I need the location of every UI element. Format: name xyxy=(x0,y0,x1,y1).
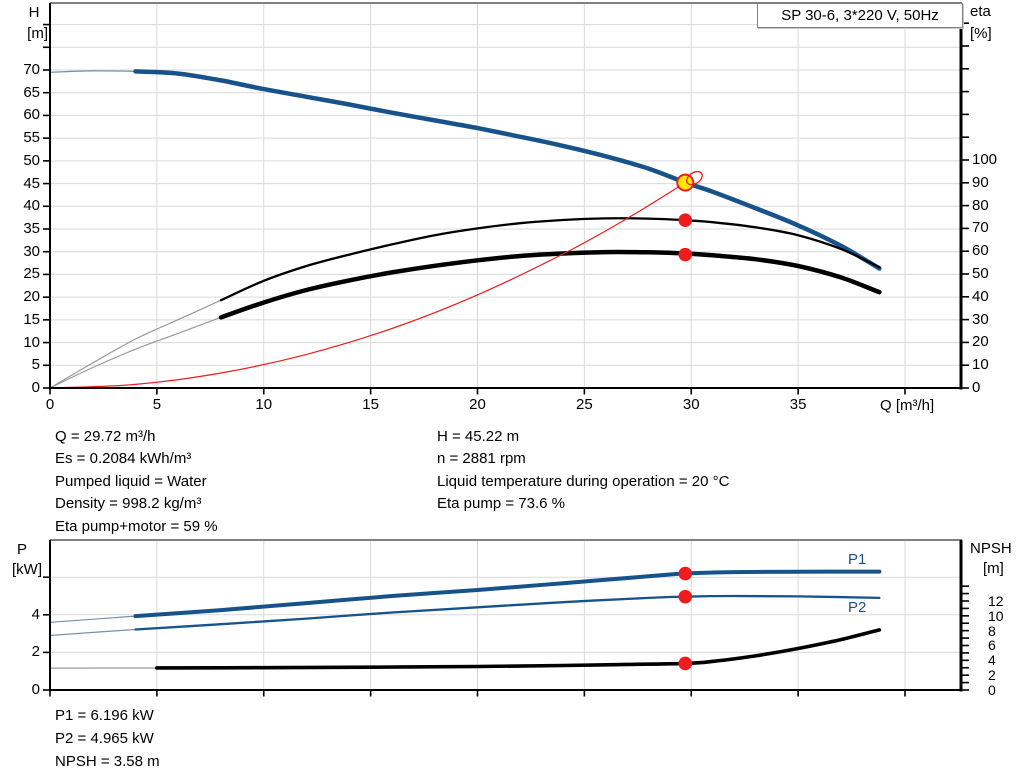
eta-pump-duty-dot[interactable] xyxy=(678,213,693,227)
h-axis-unit: [m] xyxy=(27,25,48,42)
eta-tick-label: 50 xyxy=(972,265,989,282)
H-tick-label: 15 xyxy=(23,310,40,328)
q-tick-label: 0 xyxy=(45,396,55,413)
H-tick-label: 5 xyxy=(31,356,40,374)
p-axis-title: P xyxy=(16,541,27,558)
duty-parabola-thin xyxy=(49,182,686,389)
p1-curve-label: P1 xyxy=(848,551,867,568)
eta-axis-unit: [%] xyxy=(970,25,992,42)
H-tick-label: 50 xyxy=(23,151,40,169)
head-curve xyxy=(133,69,882,271)
q-tick-label: 5 xyxy=(152,396,162,413)
P-tick-label: 0 xyxy=(31,681,40,698)
q-tick-label: 20 xyxy=(469,396,486,413)
info-energy: Es = 0.2084 kWh/m³ xyxy=(55,450,192,468)
requested-duty-ring[interactable] xyxy=(684,169,704,187)
info-right-block: H = 45.22 m n = 2881 rpm Liquid temperat… xyxy=(437,426,729,516)
info-density: Density = 998.2 kg/m³ xyxy=(55,495,202,513)
P-tick-label: 4 xyxy=(31,605,40,623)
eta-pump-curve-thin xyxy=(49,217,880,389)
H-tick-label: 25 xyxy=(23,265,40,283)
npsh-axis-title: NPSH xyxy=(970,540,1012,557)
H-tick-label: 10 xyxy=(23,333,40,351)
head-curve-thin xyxy=(49,70,880,270)
info-npsh: NPSH = 3.58 m xyxy=(55,753,160,770)
p2-curve xyxy=(134,594,881,631)
duty-point[interactable] xyxy=(676,173,695,192)
H-tick-label: 65 xyxy=(23,83,40,101)
H-tick-label: 55 xyxy=(23,129,40,147)
H-tick-label: 70 xyxy=(23,60,40,78)
q-tick-label: 25 xyxy=(576,396,593,413)
eta-axis-title: eta xyxy=(970,3,991,20)
eta-tick-label: 90 xyxy=(972,173,989,191)
npsh-axis-unit: [m] xyxy=(983,560,1004,577)
eta-pump-motor-duty-dot[interactable] xyxy=(678,247,693,262)
npsh-curve xyxy=(155,628,882,670)
eta-tick-label: 80 xyxy=(972,196,989,214)
q-tick-label: 10 xyxy=(255,396,273,413)
H-tick-label: 0 xyxy=(31,379,40,396)
p2-duty-dot[interactable] xyxy=(678,589,693,604)
NPSH-tick-label: 8 xyxy=(988,622,996,639)
p-axis-unit: [kW] xyxy=(12,561,42,578)
info-p2: P2 = 4.965 kW xyxy=(55,730,154,747)
h-axis-title: H xyxy=(28,4,40,21)
eta-tick-label: 70 xyxy=(972,219,989,237)
NPSH-tick-label: 2 xyxy=(988,667,996,684)
H-tick-label: 20 xyxy=(23,288,40,306)
NPSH-tick-label: 10 xyxy=(988,607,1004,624)
info-flow: Q = 29.72 m³/h xyxy=(55,428,156,445)
q-tick-label: 15 xyxy=(362,396,379,413)
q-tick-label: 35 xyxy=(789,396,807,413)
info-eta-pump: Eta pump = 73.6 % xyxy=(437,495,565,513)
NPSH-tick-label: 12 xyxy=(988,592,1004,609)
eta-tick-label: 20 xyxy=(972,333,989,351)
p2-curve-label: P2 xyxy=(848,599,867,616)
q-tick-label: 30 xyxy=(682,396,700,413)
H-tick-label: 40 xyxy=(23,197,40,215)
eta-tick-label: 60 xyxy=(972,242,989,260)
eta-tick-label: 30 xyxy=(972,310,989,328)
eta-pump-curve xyxy=(219,217,881,302)
info-bottom-block: P1 = 6.196 kW P2 = 4.965 kW NPSH = 3.58 … xyxy=(55,704,160,773)
eta-tick-label: 0 xyxy=(972,379,981,396)
NPSH-tick-label: 0 xyxy=(988,682,996,698)
NPSH-tick-label: 4 xyxy=(988,652,996,669)
eta-tick-label: 10 xyxy=(972,356,989,374)
pump-title-box: SP 30-6, 3*220 V, 50Hz xyxy=(757,3,963,28)
info-liquid: Pumped liquid = Water xyxy=(55,472,207,490)
H-tick-label: 60 xyxy=(23,106,40,124)
info-left-block: Q = 29.72 m³/h Es = 0.2084 kWh/m³ Pumped… xyxy=(55,426,218,538)
info-speed: n = 2881 rpm xyxy=(437,450,526,468)
H-tick-label: 35 xyxy=(23,219,40,237)
info-temperature: Liquid temperature during operation = 20… xyxy=(437,472,730,490)
info-eta-total: Eta pump+motor = 59 % xyxy=(55,517,218,535)
p1-curve xyxy=(133,569,882,619)
q-axis-title: Q [m³/h] xyxy=(880,397,935,414)
eta-tick-label: 40 xyxy=(972,287,989,305)
npsh-curve-thin xyxy=(49,629,880,669)
p2-curve-thin xyxy=(49,595,880,637)
H-tick-label: 45 xyxy=(23,174,40,192)
NPSH-tick-label: 6 xyxy=(988,637,996,654)
npsh-duty-dot[interactable] xyxy=(678,656,693,671)
P-tick-label: 2 xyxy=(31,643,40,661)
p1-duty-dot[interactable] xyxy=(678,566,693,581)
info-head: H = 45.22 m xyxy=(437,428,520,445)
info-p1: P1 = 6.196 kW xyxy=(55,707,154,724)
eta-tick-label: 100 xyxy=(972,151,998,168)
H-tick-label: 30 xyxy=(23,242,40,260)
